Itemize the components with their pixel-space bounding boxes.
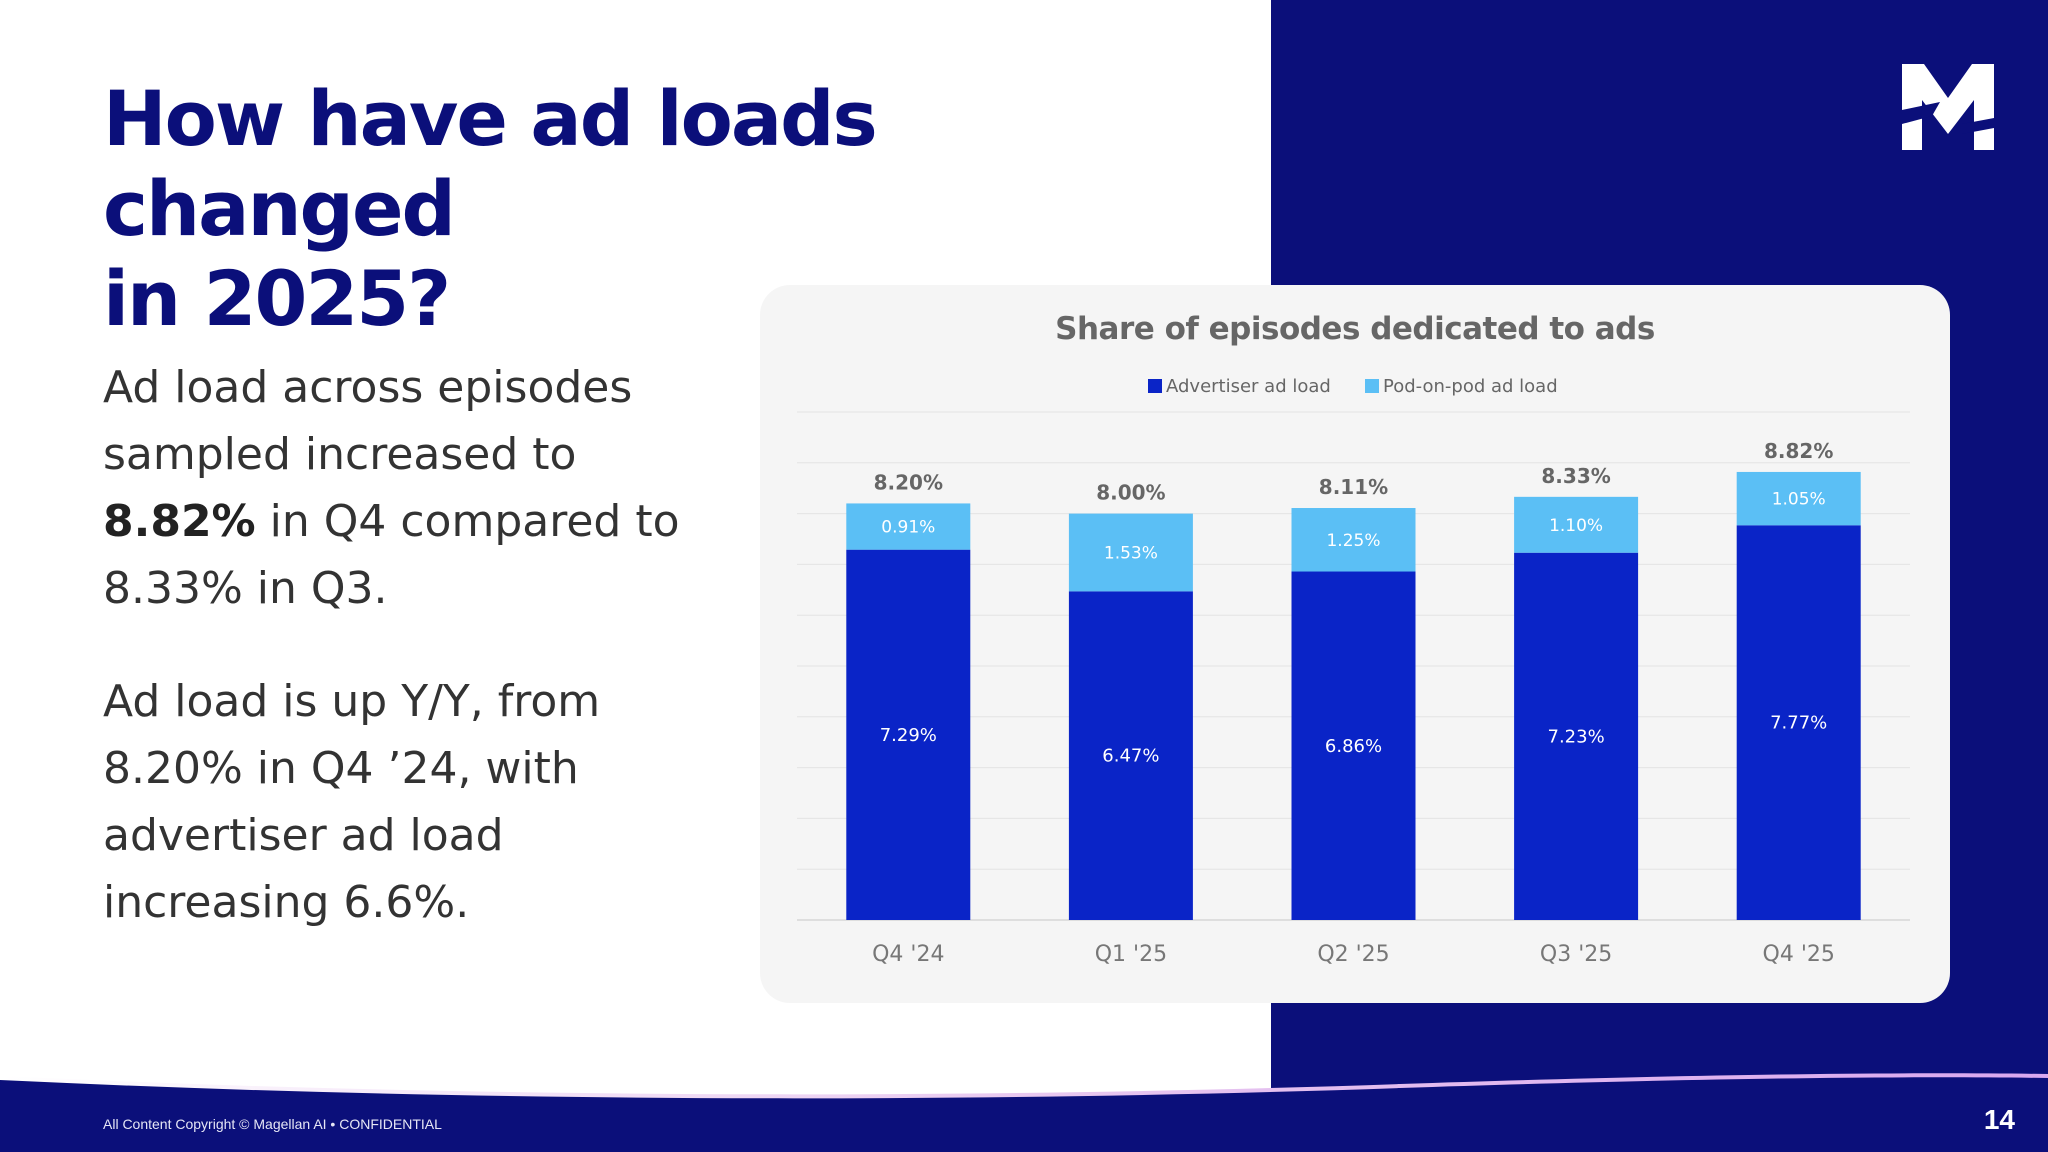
- data-label-pod-on-pod: 1.53%: [1104, 543, 1158, 563]
- bar-pod-on-pod: [1068, 513, 1193, 592]
- bar-advertiser: [1291, 571, 1416, 920]
- bar-pod-on-pod: [1291, 508, 1416, 572]
- bar-advertiser: [1736, 525, 1861, 920]
- chart-title: Share of episodes dedicated to ads: [1055, 311, 1655, 347]
- data-label-pod-on-pod: 1.05%: [1772, 490, 1826, 510]
- bar-pod-on-pod: [1736, 471, 1861, 526]
- chart-card: Share of episodes dedicated to ads Advert…: [760, 285, 1950, 1003]
- slide-title: How have ad loads changed in 2025?: [103, 74, 1243, 344]
- data-label-advertiser: 6.47%: [1102, 746, 1159, 767]
- data-label-total: 8.11%: [1319, 475, 1388, 499]
- paragraph-1-end: in Q4 compared to 8.33% in Q3.: [103, 496, 680, 614]
- data-label-advertiser: 7.23%: [1548, 726, 1605, 747]
- bar-pod-on-pod: [1514, 496, 1639, 553]
- legend-label-pod-on-pod: Pod-on-pod ad load: [1383, 376, 1558, 397]
- data-label-total: 8.20%: [874, 470, 943, 494]
- x-tick-label: Q2 '25: [1317, 942, 1389, 967]
- stacked-bar-chart: Share of episodes dedicated to ads Advert…: [797, 311, 1910, 967]
- footer-wave-band: [0, 1073, 2048, 1152]
- x-tick-label: Q1 '25: [1095, 942, 1167, 967]
- legend-swatch-pod-on-pod: [1365, 379, 1379, 393]
- data-label-pod-on-pod: 1.10%: [1549, 516, 1603, 536]
- copyright-footer: All Content Copyright © Magellan AI • CO…: [103, 1116, 442, 1132]
- bar-advertiser: [1514, 552, 1639, 920]
- legend-swatch-advertiser: [1148, 379, 1162, 393]
- legend-label-advertiser: Advertiser ad load: [1166, 376, 1331, 397]
- data-label-advertiser: 6.86%: [1325, 736, 1382, 757]
- data-label-total: 8.00%: [1096, 481, 1165, 505]
- data-label-pod-on-pod: 1.25%: [1326, 531, 1380, 551]
- data-label-total: 8.33%: [1541, 464, 1610, 488]
- body-text: Ad load across episodes sampled increase…: [103, 354, 703, 982]
- bar-advertiser: [1068, 591, 1193, 920]
- data-label-advertiser: 7.77%: [1770, 713, 1827, 734]
- paragraph-q4-increase: Ad load across episodes sampled increase…: [103, 354, 703, 622]
- data-label-pod-on-pod: 0.91%: [881, 518, 935, 538]
- slide-title-line-1: How have ad loads changed: [103, 74, 878, 253]
- x-tick-label: Q4 '24: [872, 942, 944, 967]
- magellan-logo-icon: [1902, 64, 1994, 150]
- paragraph-1-start: Ad load across episodes sampled increase…: [103, 362, 633, 480]
- bar-pod-on-pod: [846, 503, 971, 550]
- paragraph-1-highlight: 8.82%: [103, 496, 256, 547]
- page-number: 14: [1983, 1104, 2015, 1135]
- paragraph-yoy: Ad load is up Y/Y, from 8.20% in Q4 ’24,…: [103, 676, 601, 928]
- bar-advertiser: [846, 549, 971, 920]
- data-label-total: 8.82%: [1764, 439, 1833, 463]
- x-tick-label: Q4 '25: [1763, 942, 1835, 967]
- data-label-advertiser: 7.29%: [880, 725, 937, 746]
- x-tick-label: Q3 '25: [1540, 942, 1612, 967]
- slide-title-line-2: in 2025?: [103, 254, 451, 343]
